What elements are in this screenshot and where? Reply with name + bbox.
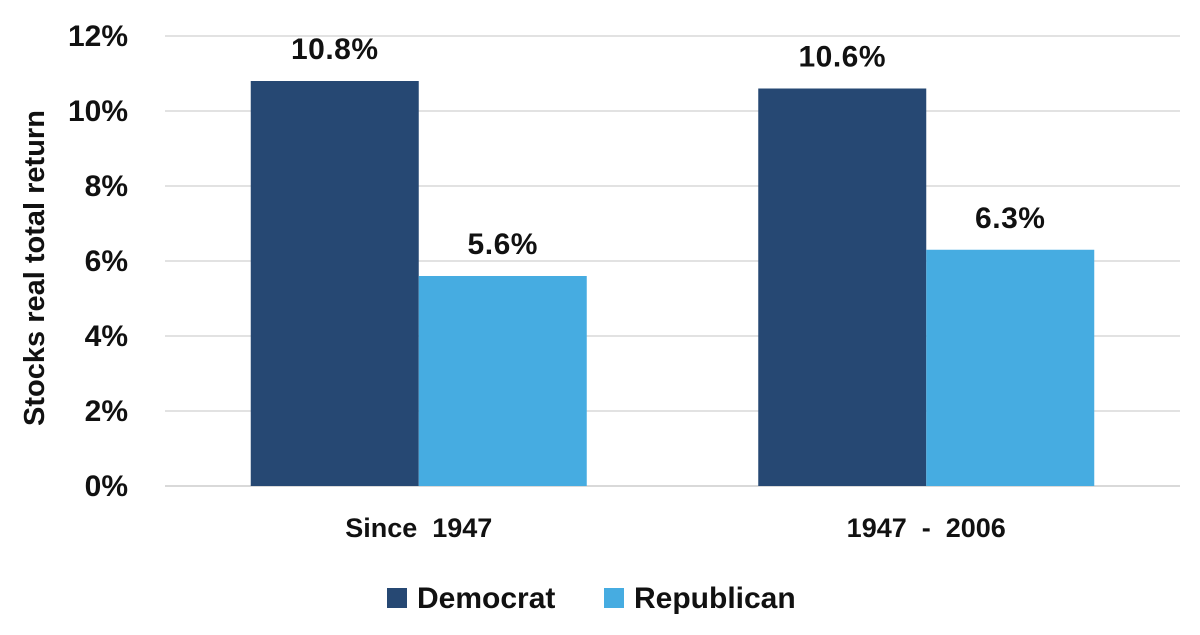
data-label: 10.8% — [291, 33, 379, 66]
y-axis-title: Stocks real total return — [19, 110, 51, 426]
x-category-label: Since 1947 — [345, 513, 492, 543]
y-tick-label: 8% — [85, 170, 128, 203]
y-tick-label: 0% — [85, 470, 128, 503]
y-tick-label: 2% — [85, 395, 128, 428]
legend-label: Republican — [634, 582, 796, 615]
data-label: 5.6% — [468, 228, 538, 261]
bar-democrat — [758, 88, 927, 486]
data-labels: 10.8% 5.6% 10.6% 6.3% — [291, 33, 1045, 261]
x-category-label: 1947 - 2006 — [847, 513, 1006, 543]
x-axis-categories: Since 1947 1947 - 2006 — [345, 513, 1006, 543]
legend-label: Democrat — [417, 582, 555, 615]
data-label: 10.6% — [798, 41, 886, 74]
bar-democrat — [250, 81, 419, 486]
y-tick-label: 4% — [85, 320, 128, 353]
y-tick-label: 10% — [68, 95, 128, 128]
bar-republican — [926, 249, 1095, 486]
y-tick-label: 6% — [85, 245, 128, 278]
legend-swatch-republican — [604, 588, 624, 608]
bars — [250, 81, 1095, 486]
y-tick-label: 12% — [68, 20, 128, 53]
y-axis-ticks: 0% 2% 4% 6% 8% 10% 12% — [68, 20, 128, 503]
bar-republican — [418, 276, 587, 486]
legend-swatch-democrat — [387, 588, 407, 608]
data-label: 6.3% — [975, 202, 1045, 235]
legend: Democrat Republican — [387, 582, 796, 615]
